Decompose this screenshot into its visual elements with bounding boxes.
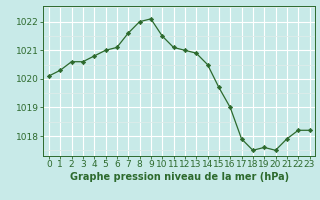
X-axis label: Graphe pression niveau de la mer (hPa): Graphe pression niveau de la mer (hPa) bbox=[70, 172, 289, 182]
